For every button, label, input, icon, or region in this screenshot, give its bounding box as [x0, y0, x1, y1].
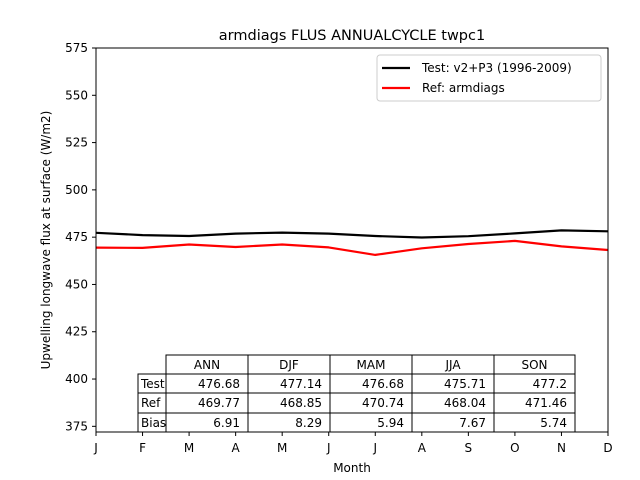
table-cell-value: 476.68: [198, 377, 240, 391]
x-tick-label: J: [93, 441, 98, 455]
table-cell-value: 468.85: [280, 396, 322, 410]
table-cell-value: 8.29: [295, 416, 322, 430]
stats-table: ANN DJF MAM JJA SON Test 476.68 477.14 476.68 475…: [137, 354, 576, 433]
series-line-1: [95, 229, 609, 239]
x-tick-label: N: [557, 441, 566, 455]
table-cell-value: 469.77: [198, 396, 240, 410]
legend-label-1: Test: v2+P3 (1996-2009): [421, 61, 572, 75]
x-axis-label: Month: [333, 461, 371, 475]
legend-label-2: Ref: armdiags: [422, 81, 505, 95]
chart-title: armdiags FLUS ANNUALCYCLE twpc1: [219, 28, 485, 44]
y-tick-label: 550: [65, 88, 88, 102]
x-tick-label: A: [232, 441, 241, 455]
table-cell-value: 471.46: [525, 396, 567, 410]
x-tick-label: F: [139, 441, 146, 455]
table-header-son: SON: [521, 358, 547, 372]
table-cell-value: 7.67: [459, 416, 486, 430]
table-row-label: Ref: [141, 396, 161, 410]
table-cell-value: 475.71: [444, 377, 486, 391]
y-tick-label: 525: [65, 136, 88, 150]
y-tick-label: 400: [65, 372, 88, 386]
x-tick-label: S: [465, 441, 473, 455]
table-cell-value: 5.94: [377, 416, 404, 430]
table-header-mam: MAM: [357, 358, 386, 372]
table-cell-value: 477.2: [533, 377, 567, 391]
legend-box: [376, 54, 602, 102]
legend: Test: v2+P3 (1996-2009) Ref: armdiags: [376, 54, 602, 102]
table-cell-value: 470.74: [362, 396, 404, 410]
x-tick-label: A: [418, 441, 427, 455]
y-axis-label: Upwelling longwave flux at surface (W/m2…: [39, 111, 53, 370]
table-row-label: Test: [140, 377, 165, 391]
x-tick-label: J: [372, 441, 377, 455]
y-tick-label: 375: [65, 419, 88, 433]
table-cell-value: 5.74: [540, 416, 567, 430]
series-lines: [95, 229, 609, 256]
x-tick-label: M: [277, 441, 287, 455]
table-header-jja: JJA: [444, 358, 461, 372]
y-tick-label: 450: [65, 277, 88, 291]
x-tick-label: J: [326, 441, 331, 455]
table-row-label: Bias: [141, 416, 166, 430]
plot-frame: [95, 47, 609, 433]
x-tick-label: M: [184, 441, 194, 455]
table-header-ann: ANN: [194, 358, 220, 372]
table-header-djf: DJF: [279, 358, 299, 372]
table-cell-value: 477.14: [280, 377, 322, 391]
x-tick-label: O: [510, 441, 519, 455]
y-tick-label: 500: [65, 183, 88, 197]
y-tick-label: 575: [65, 41, 88, 55]
y-tick-label: 425: [65, 325, 88, 339]
x-tick-label: D: [603, 441, 612, 455]
table-cell-value: 468.04: [444, 396, 486, 410]
series-line-2: [95, 239, 609, 256]
table-cell-value: 6.91: [213, 416, 240, 430]
y-tick-label: 475: [65, 230, 88, 244]
table-cell-value: 476.68: [362, 377, 404, 391]
